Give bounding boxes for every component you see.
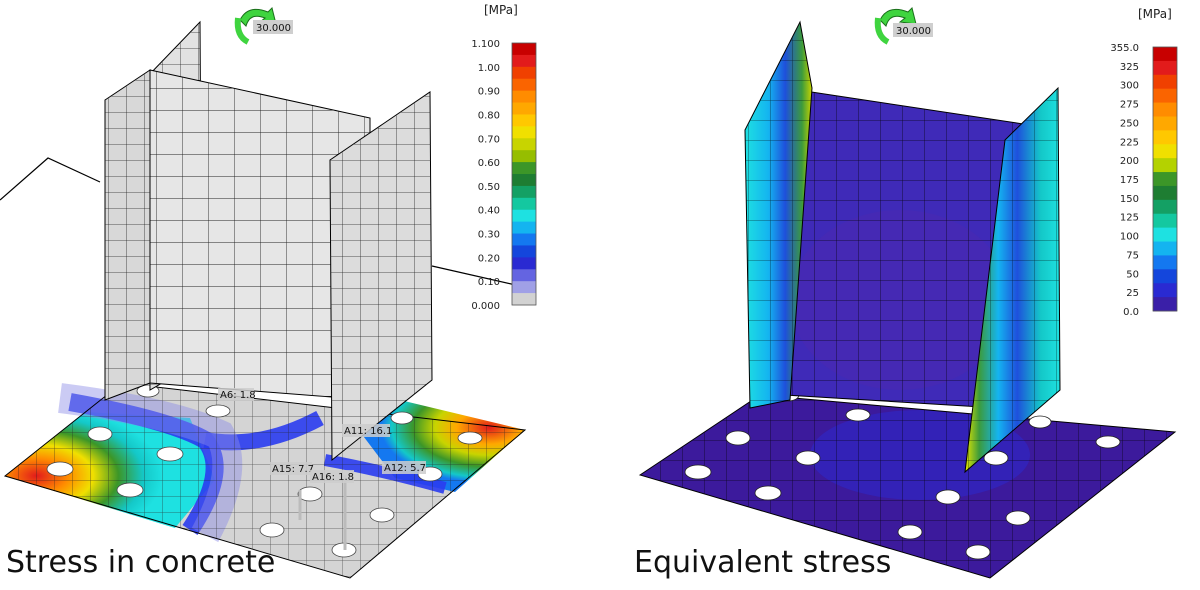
concrete-legend-tick: 0.20 <box>478 253 500 264</box>
concrete-legend-swatch <box>512 281 536 294</box>
equivalent-legend-swatch <box>1153 185 1177 201</box>
concrete-legend-swatch <box>512 114 536 127</box>
equivalent-legend-swatch <box>1153 74 1177 90</box>
anchor-label-a12: A12: 5.7 <box>384 463 426 474</box>
equivalent-legend-swatch <box>1153 297 1177 312</box>
concrete-legend-swatch <box>512 150 536 163</box>
caption-equivalent-stress: Equivalent stress <box>634 545 892 580</box>
base-plate-left <box>3 382 527 579</box>
equivalent-legend-swatch <box>1153 158 1177 173</box>
equivalent-legend-swatch <box>1153 47 1177 62</box>
equivalent-legend-tick: 25 <box>1126 288 1139 299</box>
concrete-legend-swatch <box>512 102 536 115</box>
concrete-legend-tick: 0.90 <box>478 87 500 98</box>
concrete-legend-swatch <box>512 197 536 211</box>
concrete-legend-swatch <box>512 221 536 234</box>
concrete-legend-swatch <box>512 245 536 258</box>
steel-column-right <box>744 20 1061 474</box>
concrete-legend-swatch <box>512 43 536 56</box>
concrete-legend-tick: 0.10 <box>478 277 500 288</box>
concrete-legend-tick: 0.50 <box>478 182 500 193</box>
equivalent-legend-tick: 250 <box>1120 118 1139 129</box>
equivalent-legend-tick: 125 <box>1120 213 1139 224</box>
concrete-legend-swatch <box>512 90 536 103</box>
equivalent-legend-tick: 100 <box>1120 232 1139 243</box>
equivalent-legend-tick: 175 <box>1120 175 1139 186</box>
anchor-label-a16: A16: 1.8 <box>312 472 354 483</box>
concrete-legend-swatch <box>512 66 536 80</box>
steel-column-left <box>104 20 433 462</box>
equivalent-legend-swatch <box>1153 144 1177 159</box>
equivalent-stress-model: 30.000 [MPa] 355.0 325 300 275 250 225 200 175 15… <box>638 7 1178 579</box>
rotation-label-box <box>893 23 933 37</box>
concrete-legend-swatch <box>512 54 536 68</box>
concrete-legend-tick: 0.000 <box>471 301 500 312</box>
equivalent-legend-swatch <box>1153 283 1177 298</box>
concrete-legend-swatch <box>512 126 536 139</box>
equivalent-legend-tick: 355.0 <box>1110 43 1139 54</box>
equivalent-legend-tick: 325 <box>1120 62 1139 73</box>
concrete-legend-swatch <box>512 209 536 223</box>
equivalent-legend-swatch <box>1153 116 1177 131</box>
equivalent-legend-tick: 150 <box>1120 194 1139 205</box>
concrete-legend-swatch <box>512 233 536 246</box>
concrete-legend-tick: 0.30 <box>478 230 500 241</box>
concrete-legend-tick: 0.70 <box>478 134 500 145</box>
anchor-label-a15: A15: 7.7 <box>272 464 314 475</box>
equivalent-legend-unit: [MPa] <box>1138 7 1172 21</box>
equivalent-legend-swatch <box>1153 102 1177 117</box>
equivalent-legend-tick: 75 <box>1126 250 1139 261</box>
equivalent-legend-swatch <box>1153 227 1177 242</box>
equivalent-legend-swatch <box>1153 199 1177 215</box>
equivalent-legend-tick: 50 <box>1126 269 1139 280</box>
rotation-label: 30.000 <box>256 23 291 34</box>
equivalent-legend-swatch <box>1153 88 1177 103</box>
concrete-legend-swatch <box>512 138 536 151</box>
concrete-legend-swatch <box>512 162 536 175</box>
concrete-legend-swatch <box>512 257 536 270</box>
concrete-legend-tick: 0.80 <box>478 110 500 121</box>
concrete-stress-model: 30.000 A6: 1.8 A11: 16.1 A15: 7.7 A16: 1… <box>0 3 537 579</box>
concrete-legend-tick: 1.100 <box>471 39 500 50</box>
concrete-legend-tick: 0.40 <box>478 206 500 217</box>
rotation-label-box <box>253 20 293 34</box>
concrete-legend-tick: 0.60 <box>478 158 500 169</box>
concrete-legend-swatch <box>512 269 536 282</box>
equivalent-legend-swatch <box>1153 60 1177 76</box>
caption-stress-in-concrete: Stress in concrete <box>6 545 276 580</box>
anchor-label-a11: A11: 16.1 <box>344 426 392 437</box>
concrete-legend-swatch <box>512 293 536 306</box>
equivalent-legend-tick: 275 <box>1120 100 1139 111</box>
equivalent-legend-tick: 200 <box>1120 156 1139 167</box>
concrete-legend-unit: [MPa] <box>484 3 518 17</box>
equivalent-legend-tick: 300 <box>1120 81 1139 92</box>
equivalent-legend-swatch <box>1153 255 1177 270</box>
concrete-legend-swatch <box>512 78 536 92</box>
equivalent-legend-swatch <box>1153 241 1177 256</box>
equivalent-legend-tick: 0.0 <box>1123 307 1139 318</box>
concrete-legend-tick: 1.00 <box>478 63 500 74</box>
concrete-legend-swatch <box>512 185 536 199</box>
stress-legend-concrete: [MPa] 1.100 1.00 0.90 0.80 0.70 0.60 0.50 0.40 0.… <box>471 3 537 312</box>
equivalent-legend-swatch <box>1153 130 1177 145</box>
equivalent-legend-swatch <box>1153 213 1177 229</box>
rotation-label: 30.000 <box>896 26 931 37</box>
anchor-label-a6: A6: 1.8 <box>220 390 256 401</box>
concrete-legend-swatch <box>512 174 536 187</box>
equivalent-legend-swatch <box>1153 172 1177 187</box>
equivalent-legend-swatch <box>1153 269 1177 284</box>
base-plate-right <box>638 388 1177 579</box>
equivalent-legend-tick: 225 <box>1120 137 1139 148</box>
stress-legend-equivalent: [MPa] 355.0 325 300 275 250 225 200 175 150 125 100… <box>1110 7 1178 318</box>
